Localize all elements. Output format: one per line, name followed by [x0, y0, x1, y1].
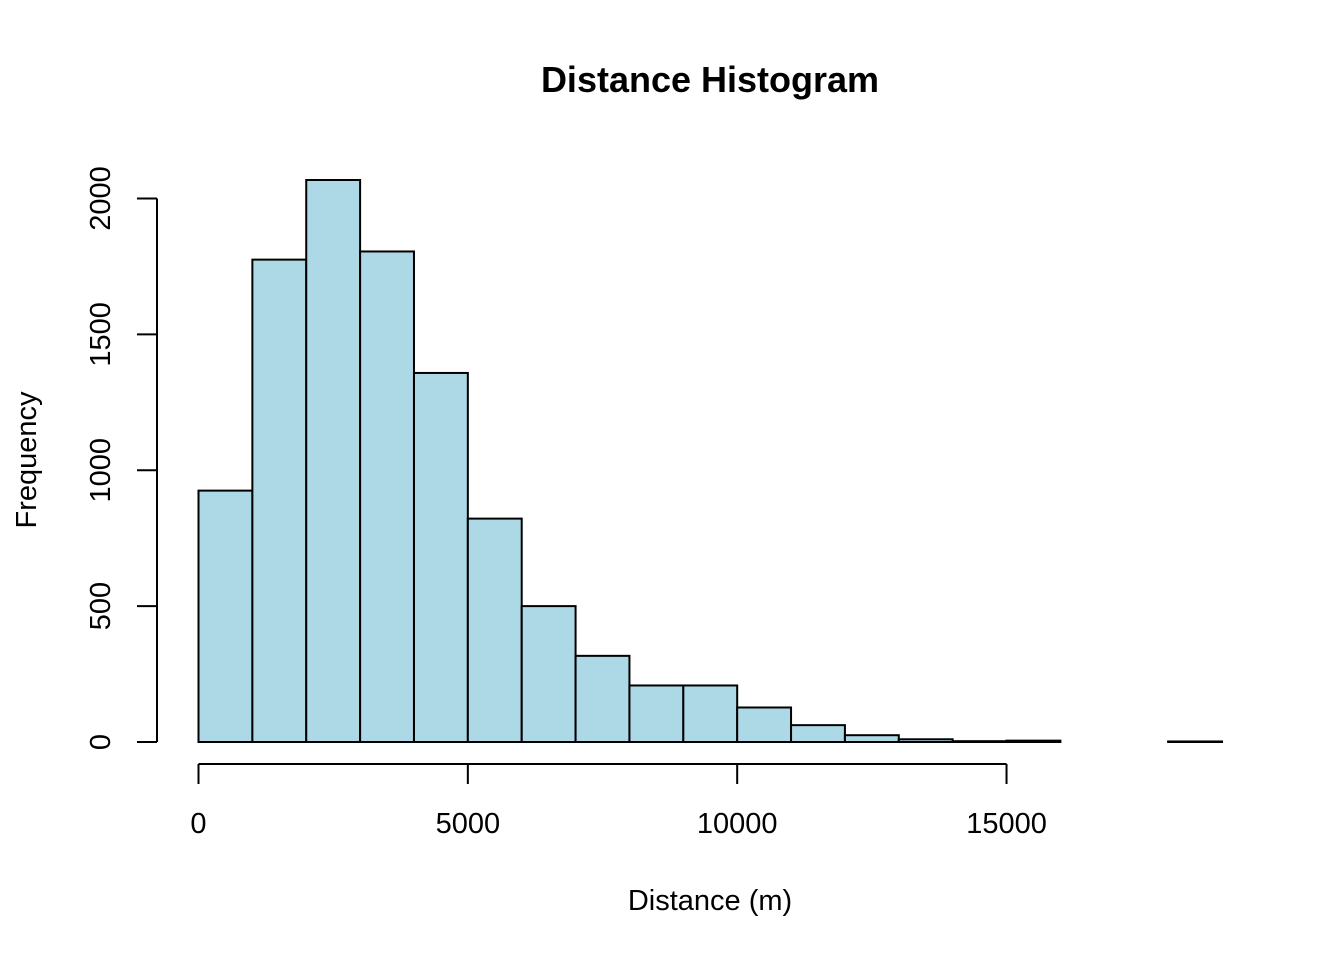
- y-tick-label-1: 500: [85, 582, 117, 630]
- histogram-bar-10: [736, 706, 793, 743]
- y-axis-label: Frequency: [11, 391, 43, 529]
- y-tick-label-4: 2000: [85, 166, 117, 231]
- histogram-bar-15: [1005, 739, 1062, 743]
- histogram-bar-11: [790, 724, 846, 744]
- histogram-bar-3: [359, 250, 415, 743]
- chart-title: Distance Histogram: [541, 59, 879, 100]
- histogram-bar-5: [466, 517, 523, 743]
- histogram-bar-13: [897, 738, 954, 744]
- y-axis: 0 500 1000 1500 2000: [85, 166, 158, 750]
- histogram-bar-2: [305, 179, 362, 743]
- histogram-bar-0: [197, 489, 254, 743]
- y-tick-label-2: 1000: [85, 438, 117, 503]
- histogram-bar-4: [412, 371, 469, 743]
- histogram-bar-6: [520, 605, 577, 744]
- x-tick-label-1: 5000: [436, 808, 501, 840]
- histogram-bar-8: [628, 684, 685, 743]
- histogram-bar-12: [843, 734, 900, 743]
- histogram-bar-14: [951, 740, 1008, 743]
- y-tick-label-3: 1500: [85, 302, 117, 367]
- histogram-bar-18: [1167, 740, 1224, 744]
- x-tick-label-3: 15000: [966, 808, 1047, 840]
- x-axis: 0 5000 10000 15000: [190, 763, 1047, 840]
- bars-group: [197, 179, 1224, 744]
- x-axis-label: Distance (m): [628, 885, 792, 917]
- histogram-bar-7: [574, 654, 631, 744]
- histogram-bar-1: [251, 258, 308, 743]
- y-tick-label-0: 0: [85, 734, 117, 750]
- x-tick-label-0: 0: [190, 808, 206, 840]
- histogram-bar-9: [682, 684, 739, 743]
- x-tick-label-2: 10000: [697, 808, 778, 840]
